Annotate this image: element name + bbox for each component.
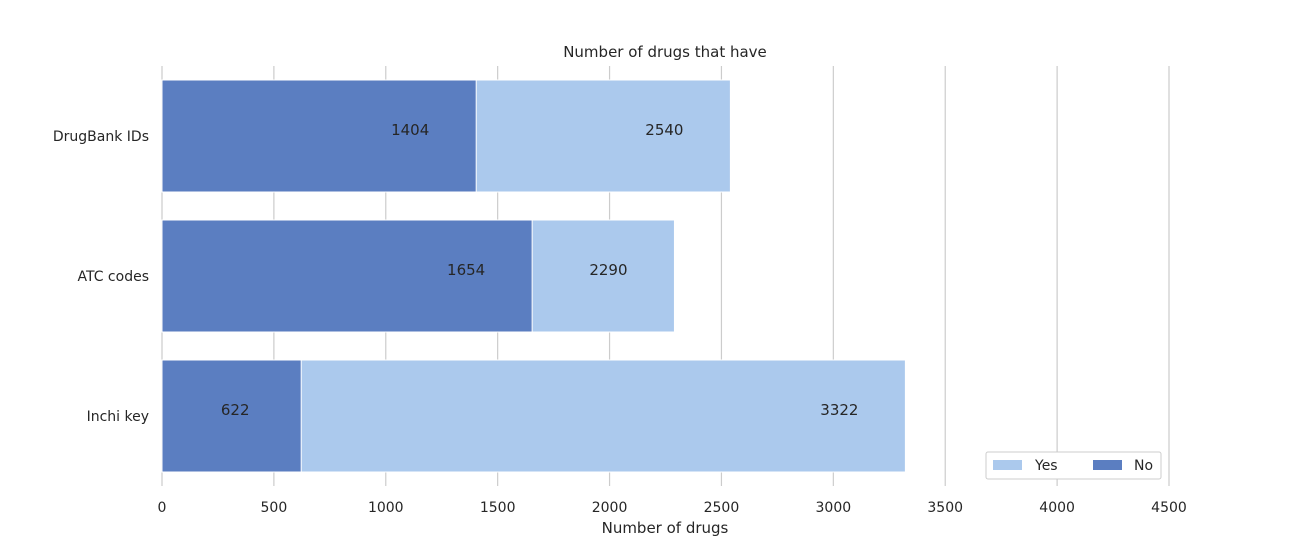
y-tick-label-drugbank-ids: DrugBank IDs [53,129,149,145]
x-axis: 0 500 1000 1500 2000 2500 3000 3500 4000 4500 [158,500,1187,516]
bar-no-inchi-key [161,359,302,473]
x-tick-label-1500: 1500 [480,500,516,516]
x-tick-label-1000: 1000 [368,500,404,516]
legend-label-yes: Yes [1034,458,1058,474]
x-tick-label-4000: 4000 [1039,500,1075,516]
x-tick-label-3500: 3500 [927,500,963,516]
y-axis: DrugBank IDs ATC codes Inchi key [53,129,149,425]
data-label-yes-drugbank-ids: 2540 [645,121,683,139]
x-tick-label-500: 500 [261,500,288,516]
x-tick-label-2500: 2500 [704,500,740,516]
legend-swatch-no [1093,460,1122,470]
data-label-yes-atc-codes: 2290 [589,261,627,279]
x-tick-label-3000: 3000 [816,500,852,516]
x-tick-label-2000: 2000 [592,500,628,516]
data-label-no-inchi-key: 622 [221,401,250,419]
bar-no-drugbank-ids [161,79,477,193]
data-labels: 1404 2540 1654 2290 622 3322 [221,121,859,419]
data-label-no-atc-codes: 1654 [447,261,485,279]
legend-box [985,451,1162,480]
x-tick-label-0: 0 [158,500,167,516]
y-tick-label-atc-codes: ATC codes [77,269,149,285]
bar-no-atc-codes [161,219,533,333]
y-tick-label-inchi-key: Inchi key [87,409,149,425]
data-label-yes-inchi-key: 3322 [820,401,858,419]
legend-label-no: No [1134,458,1153,474]
bars [161,79,906,473]
x-axis-label: Number of drugs [602,519,729,537]
x-tick-label-4500: 4500 [1151,500,1187,516]
chart-title: Number of drugs that have [563,43,767,61]
legend-swatch-yes [993,460,1022,470]
data-label-no-drugbank-ids: 1404 [391,121,429,139]
legend: Yes No [985,451,1162,480]
